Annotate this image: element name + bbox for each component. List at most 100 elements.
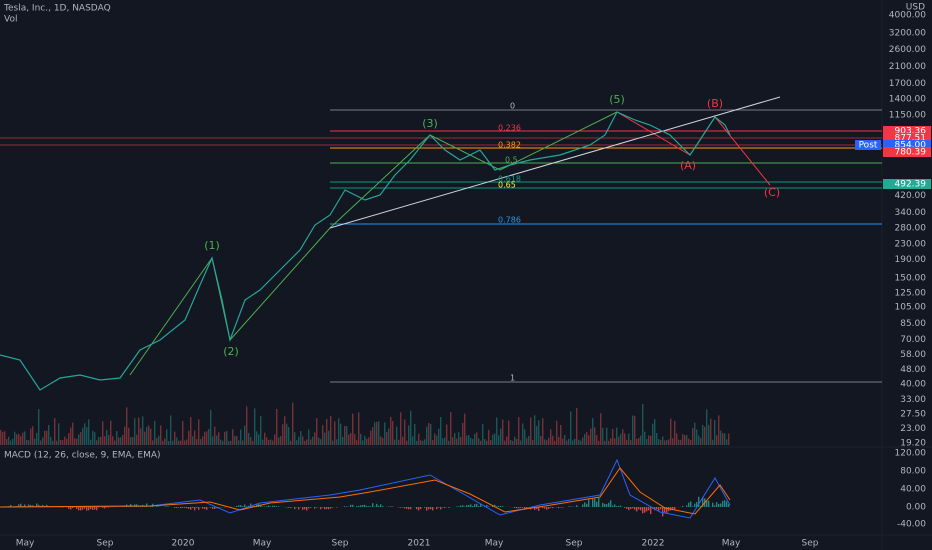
macd-bar <box>346 506 348 507</box>
macd-bar <box>716 502 718 507</box>
volume-bar <box>408 425 410 445</box>
volume-bar <box>672 438 674 445</box>
macd-bar <box>290 507 292 508</box>
volume-bar <box>210 410 212 445</box>
volume-bar <box>418 433 420 445</box>
macd-bar <box>476 503 478 507</box>
volume-bar <box>598 440 600 445</box>
volume-bar <box>336 439 338 445</box>
volume-bar <box>18 433 20 445</box>
macd-bar <box>364 504 366 507</box>
macd-bar <box>402 507 404 508</box>
volume-bar <box>400 412 402 445</box>
volume-bar <box>424 439 426 445</box>
volume-bar <box>134 418 136 445</box>
volume-bar <box>442 438 444 445</box>
macd-bar <box>36 503 38 507</box>
macd-bar <box>562 507 564 508</box>
volume-bar <box>522 423 524 445</box>
macd-bar <box>272 505 274 507</box>
macd-bar <box>178 507 180 508</box>
volume-bar <box>174 431 176 445</box>
volume-bar <box>234 435 236 445</box>
volume-bar <box>504 440 506 445</box>
volume-bar <box>506 436 508 445</box>
macd-bar <box>304 507 306 510</box>
volume-bar <box>332 440 334 445</box>
volume-bar <box>454 433 456 445</box>
macd-bar <box>596 501 598 507</box>
volume-bar <box>288 427 290 445</box>
macd-bar <box>516 507 518 509</box>
volume-bar <box>198 419 200 445</box>
volume-bar <box>634 415 636 445</box>
macd-bar <box>436 507 438 510</box>
volume-bar <box>24 431 26 445</box>
volume-bar <box>298 436 300 445</box>
volume-bar <box>638 437 640 445</box>
macd-bar <box>218 507 220 508</box>
price-axis-label: 105.00 <box>895 302 927 312</box>
macd-bar <box>630 507 632 510</box>
volume-bar <box>172 440 174 445</box>
volume-bar <box>50 437 52 445</box>
volume-bar <box>158 435 160 445</box>
volume-bar <box>550 429 552 445</box>
volume-bar <box>70 427 72 445</box>
volume-bar <box>510 440 512 445</box>
volume-bar <box>94 432 96 445</box>
macd-bar <box>616 506 618 507</box>
volume-bar <box>178 440 180 445</box>
time-axis-label: Sep <box>332 539 349 549</box>
volume-bar <box>14 431 16 445</box>
volume-bar <box>558 436 560 445</box>
volume-bar <box>130 437 132 445</box>
volume-bar <box>252 440 254 445</box>
volume-bar <box>420 440 422 445</box>
volume-bar <box>416 440 418 445</box>
volume-bar <box>674 420 676 445</box>
price-axis-label: 190.00 <box>895 255 927 265</box>
price-axis-label: 70.00 <box>900 335 926 345</box>
volume-bar <box>686 435 688 445</box>
macd-axis-label: 120.00 <box>895 449 927 459</box>
macd-bar <box>382 506 384 507</box>
volume-bar <box>396 426 398 445</box>
volume-bar <box>294 432 296 445</box>
volume-bar <box>534 415 536 445</box>
macd-bar <box>32 505 34 507</box>
volume-bar <box>698 435 700 445</box>
wave-label: (5) <box>609 93 625 106</box>
price-tag-box <box>883 140 931 150</box>
volume-bar <box>228 440 230 445</box>
volume-bar <box>122 435 124 445</box>
volume-bar <box>514 436 516 445</box>
macd-bar <box>336 507 338 508</box>
volume-bar <box>458 432 460 445</box>
volume-bar <box>708 424 710 445</box>
volume-bar <box>552 435 554 445</box>
volume-bar <box>508 420 510 445</box>
volume-bar <box>380 436 382 445</box>
macd-bar <box>380 504 382 507</box>
macd-bar <box>150 506 152 507</box>
macd-bar <box>244 504 246 507</box>
macd-bar <box>546 507 548 510</box>
macd-line <box>0 458 731 519</box>
macd-bar <box>358 505 360 507</box>
volume-bar <box>2 432 4 445</box>
price-tag-label: 492.39 <box>895 180 927 190</box>
volume-bar <box>104 436 106 445</box>
volume-bar <box>240 429 242 445</box>
volume-bar <box>30 428 32 445</box>
macd-bar <box>184 507 186 508</box>
macd-bar <box>202 507 204 509</box>
macd-bar <box>534 507 536 510</box>
volume-bar <box>492 434 494 445</box>
volume-bar <box>272 440 274 445</box>
volume-bar <box>320 439 322 445</box>
macd-axis-label: -40.00 <box>897 520 926 530</box>
volume-bar <box>308 429 310 445</box>
macd-bar <box>132 506 134 507</box>
